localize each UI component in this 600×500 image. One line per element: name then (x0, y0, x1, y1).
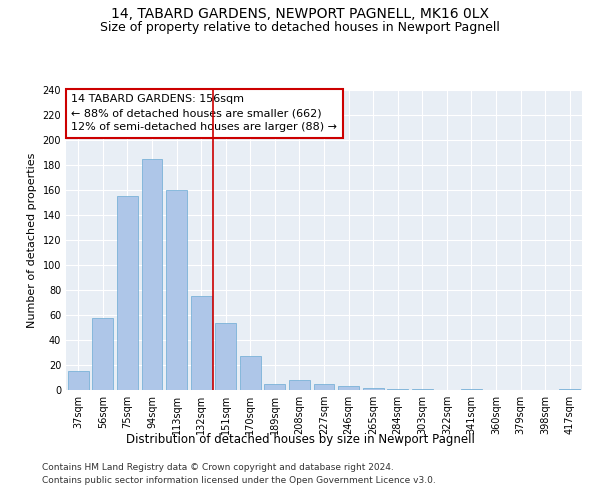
Bar (166, 190, 187, 390)
Bar (215, 322, 236, 390)
Text: Contains public sector information licensed under the Open Government Licence v3: Contains public sector information licen… (42, 476, 436, 485)
Bar (289, 380, 310, 390)
Bar (265, 384, 286, 390)
Bar (338, 386, 359, 390)
Bar (412, 389, 433, 390)
Bar (461, 389, 482, 390)
Text: Contains HM Land Registry data © Crown copyright and database right 2024.: Contains HM Land Registry data © Crown c… (42, 464, 394, 472)
Bar (240, 356, 261, 390)
Bar (117, 196, 138, 390)
Bar (387, 389, 408, 390)
Text: Distribution of detached houses by size in Newport Pagnell: Distribution of detached houses by size … (125, 432, 475, 446)
Bar (314, 384, 334, 390)
Text: 14 TABARD GARDENS: 156sqm
← 88% of detached houses are smaller (662)
12% of semi: 14 TABARD GARDENS: 156sqm ← 88% of detac… (71, 94, 337, 132)
Y-axis label: Number of detached properties: Number of detached properties (27, 152, 37, 328)
Text: Size of property relative to detached houses in Newport Pagnell: Size of property relative to detached ho… (100, 21, 500, 34)
Bar (191, 296, 212, 390)
Bar (92, 318, 113, 390)
Text: 14, TABARD GARDENS, NEWPORT PAGNELL, MK16 0LX: 14, TABARD GARDENS, NEWPORT PAGNELL, MK1… (111, 8, 489, 22)
Bar (142, 159, 163, 390)
Bar (362, 388, 383, 390)
Bar (559, 389, 580, 390)
Bar (68, 371, 89, 390)
